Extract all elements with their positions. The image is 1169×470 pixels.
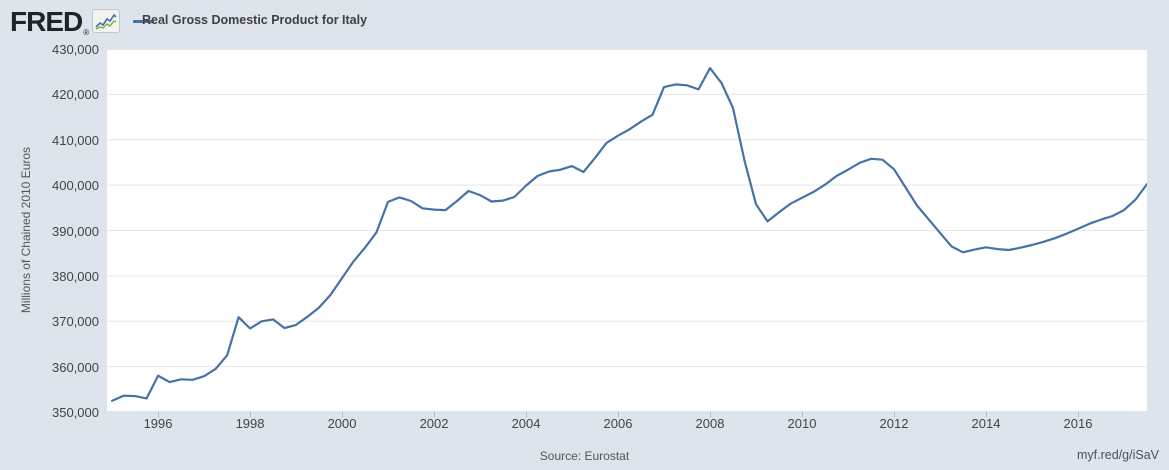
y-tick-label: 400,000 xyxy=(52,178,99,194)
registered-trademark: ® xyxy=(83,28,89,37)
y-tick-label: 380,000 xyxy=(52,268,99,284)
x-tick-label: 2004 xyxy=(511,416,541,431)
fred-short-link[interactable]: myf.red/g/iSaV xyxy=(1077,448,1159,462)
x-tick-mark xyxy=(525,412,527,417)
legend-line-sample xyxy=(133,20,154,23)
plot-area[interactable] xyxy=(107,49,1149,412)
x-tick-label: 1996 xyxy=(143,416,173,431)
y-tick-label: 350,000 xyxy=(52,405,99,420)
fred-logo[interactable]: FRED® xyxy=(10,6,89,38)
x-tick-mark xyxy=(617,412,619,417)
fred-sparkline-icon xyxy=(92,9,120,33)
x-tick-label: 2006 xyxy=(603,416,633,431)
x-tick-mark xyxy=(157,412,159,417)
y-tick-label: 360,000 xyxy=(52,359,99,375)
x-tick-label: 2000 xyxy=(327,416,357,431)
x-tick-mark xyxy=(433,412,435,417)
source-note: Source: Eurostat xyxy=(539,449,630,463)
x-tick-label: 2016 xyxy=(1063,416,1093,431)
x-tick-mark xyxy=(341,412,343,417)
y-tick-label: 420,000 xyxy=(52,87,99,103)
x-tick-label: 2008 xyxy=(695,416,725,431)
data-line[interactable] xyxy=(110,67,1149,402)
x-tick-mark xyxy=(249,412,251,417)
x-tick-label: 1998 xyxy=(235,416,265,431)
x-tick-label: 2012 xyxy=(879,416,909,431)
legend-series-label: Real Gross Domestic Product for Italy xyxy=(142,13,368,27)
x-tick-label: 2002 xyxy=(419,416,449,431)
x-tick-mark xyxy=(1077,412,1079,417)
x-tick-mark xyxy=(893,412,895,417)
x-tick-mark xyxy=(801,412,803,417)
x-tick-label: 2010 xyxy=(787,416,817,431)
y-tick-label: 390,000 xyxy=(52,223,99,239)
gdp-line-chart[interactable] xyxy=(107,49,1149,412)
x-tick-mark xyxy=(709,412,711,417)
x-tick-mark xyxy=(985,412,987,417)
y-tick-label: 430,000 xyxy=(52,42,99,57)
x-tick-label: 2014 xyxy=(971,416,1001,431)
y-tick-label: 370,000 xyxy=(52,314,99,330)
y-tick-label: 410,000 xyxy=(52,132,99,148)
chart-header: FRED® Real Gross Domestic Product for It… xyxy=(0,0,1169,40)
fred-logo-text: FRED xyxy=(10,6,83,37)
